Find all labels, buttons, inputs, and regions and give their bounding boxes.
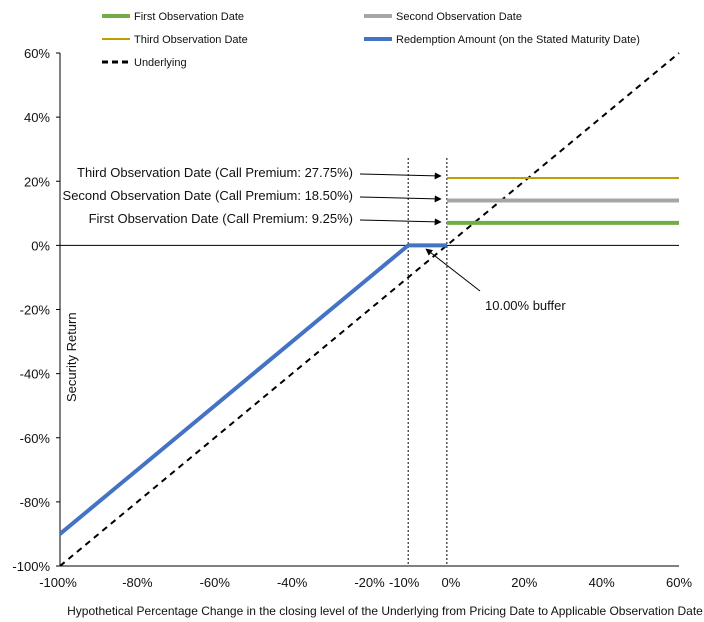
legend-label-redemption-amount: Redemption Amount (on the Stated Maturit…	[396, 34, 640, 46]
x-tick-label: -20%	[354, 575, 385, 590]
annotation-arrow-second	[359, 195, 442, 203]
legend-label-second-observation: Second Observation Date	[396, 11, 522, 23]
y-tick-label: -20%	[20, 303, 51, 318]
x-tick-label: -40%	[277, 575, 308, 590]
annotations: Third Observation Date (Call Premium: 27…	[63, 165, 567, 313]
legend-label-first-observation: First Observation Date	[134, 11, 244, 23]
y-tick-label: 60%	[24, 46, 50, 61]
legend-item-redemption-amount: Redemption Amount (on the Stated Maturit…	[364, 34, 640, 46]
y-tick-labels: 60% 40% 20% 0% -20% -40% -60% -80% -100%	[12, 46, 60, 574]
legend-item-second-observation: Second Observation Date	[364, 11, 522, 23]
x-tick-label: 40%	[589, 575, 615, 590]
x-axis-title: Hypothetical Percentage Change in the cl…	[67, 604, 703, 618]
y-tick-label: -80%	[20, 495, 51, 510]
annotation-arrow-third	[359, 172, 442, 180]
series-underlying	[59, 52, 680, 567]
series-redemption-amount	[58, 243, 447, 536]
annotation-first-observation: First Observation Date (Call Premium: 9.…	[89, 211, 353, 226]
y-tick-label: -60%	[20, 431, 51, 446]
annotation-second-observation: Second Observation Date (Call Premium: 1…	[63, 188, 353, 203]
y-tick-label: -40%	[20, 367, 51, 382]
x-tick-label: 20%	[511, 575, 537, 590]
legend: First Observation Date Second Observatio…	[102, 11, 640, 69]
x-tick-label: -100%	[39, 575, 77, 590]
y-tick-label: 20%	[24, 174, 50, 189]
reference-lines	[407, 158, 448, 566]
y-tick-label: 0%	[31, 238, 50, 253]
annotation-buffer: 10.00% buffer	[485, 298, 566, 313]
legend-item-underlying: Underlying	[102, 57, 187, 69]
legend-label-underlying: Underlying	[134, 57, 187, 69]
x-tick-label: -80%	[122, 575, 153, 590]
y-tick-label: 40%	[24, 110, 50, 125]
annotation-third-observation: Third Observation Date (Call Premium: 27…	[77, 165, 353, 180]
legend-item-first-observation: First Observation Date	[102, 11, 244, 23]
legend-label-third-observation: Third Observation Date	[134, 34, 248, 46]
series-lines	[58, 52, 680, 567]
x-tick-labels: -100% -80% -60% -40% -20% -10% 0% 20% 40% 60%	[39, 575, 692, 590]
x-tick-label: -60%	[200, 575, 231, 590]
annotation-arrow-buffer	[425, 248, 481, 292]
y-tick-label: -100%	[12, 559, 50, 574]
legend-item-third-observation: Third Observation Date	[102, 34, 248, 46]
annotation-arrow-first	[359, 218, 442, 226]
y-axis-title: Security Return	[64, 312, 79, 402]
x-tick-label: 60%	[666, 575, 692, 590]
x-tick-label: -10%	[389, 575, 420, 590]
x-tick-label: 0%	[441, 575, 460, 590]
